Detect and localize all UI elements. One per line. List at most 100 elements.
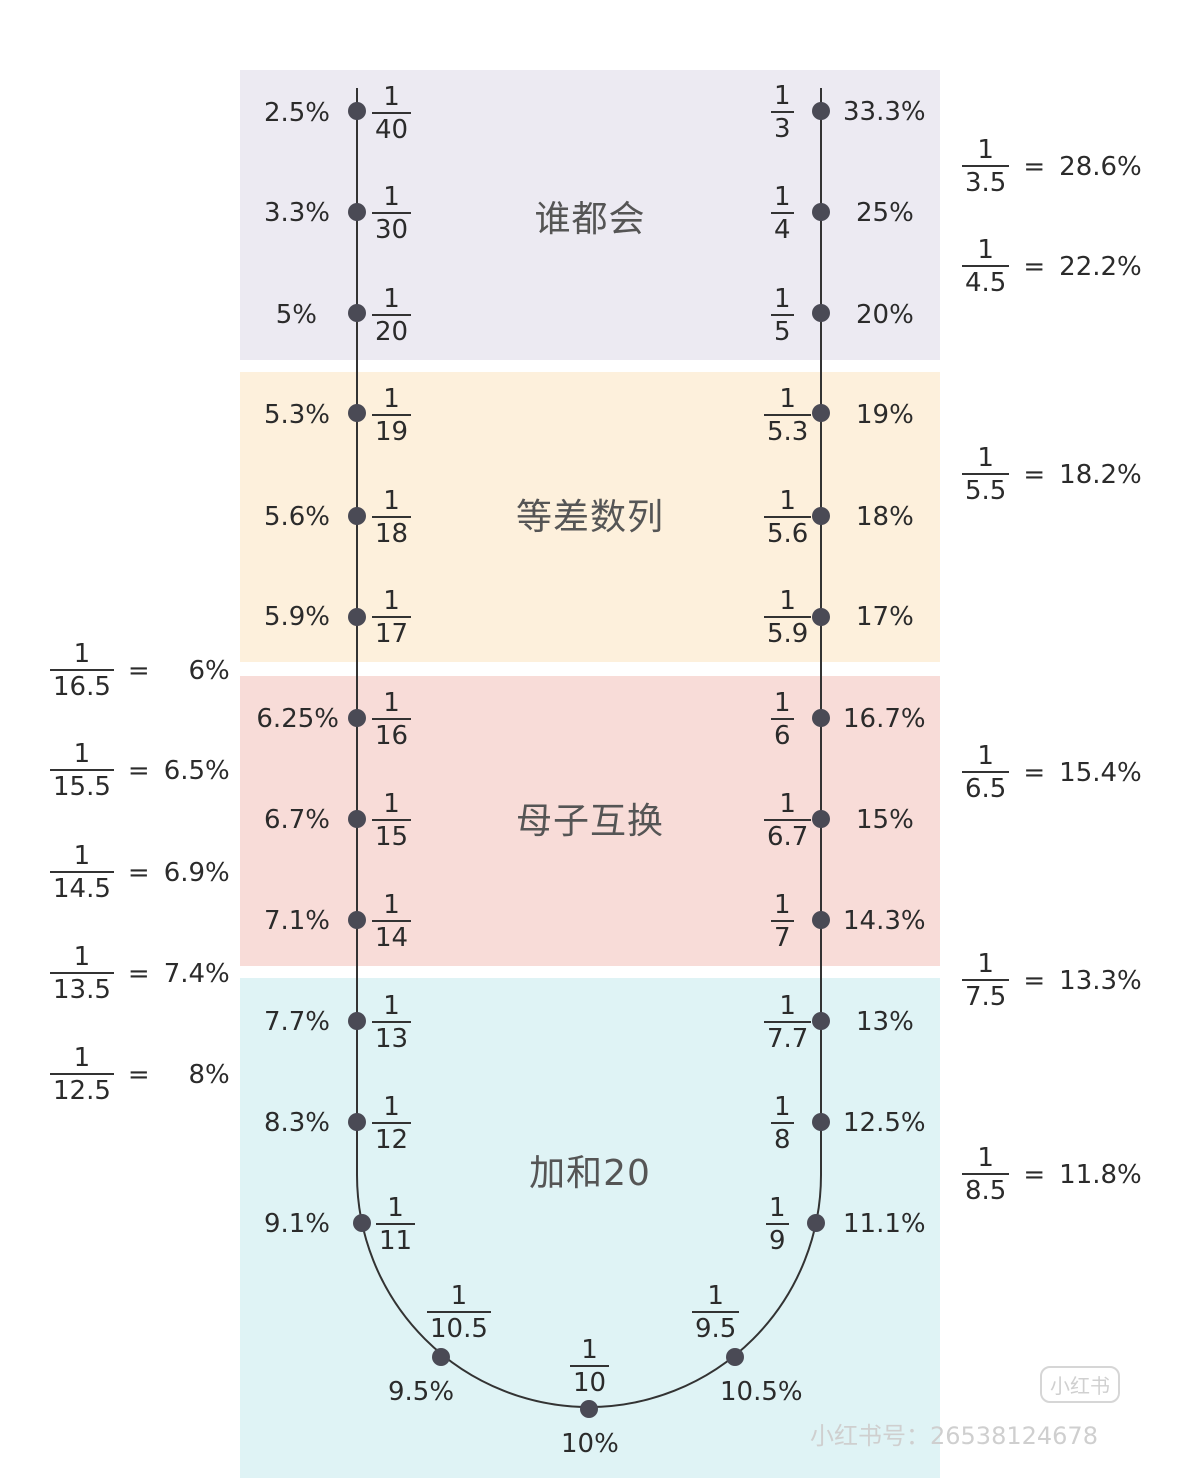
left-extra-3: 1 14.5 = 6.9%: [50, 842, 230, 903]
arc-fraction-3: 1 9.5: [692, 1282, 740, 1343]
marker-dot: [348, 608, 366, 626]
section-label-3: 母子互换: [515, 801, 664, 842]
right-fraction-10: 1 7.7: [764, 992, 812, 1053]
left-fraction-3: 1 20: [372, 285, 412, 346]
left-pct-9: 7.1%: [263, 906, 330, 936]
left-pct-2: 3.3%: [263, 198, 330, 228]
marker-dot: [812, 709, 830, 727]
right-fraction-4: 1 5.3: [764, 385, 812, 446]
arc-fraction-2: 1 10: [570, 1336, 610, 1397]
marker-dot: [812, 810, 830, 828]
marker-dot: [348, 810, 366, 828]
marker-dot: [812, 608, 830, 626]
right-pct-10: 13%: [856, 1007, 914, 1037]
right-pct-2: 25%: [856, 198, 914, 228]
marker-dot: [348, 102, 366, 120]
right-pct-6: 17%: [856, 602, 914, 632]
arc-pct-3: 10.5%: [720, 1377, 803, 1407]
left-pct-1: 2.5%: [263, 98, 330, 128]
left-pct-3: 5%: [275, 300, 317, 330]
left-fraction-5: 1 18: [372, 487, 412, 548]
left-pct-6: 5.9%: [263, 602, 330, 632]
right-pct-1: 33.3%: [843, 97, 926, 127]
marker-dot: [812, 304, 830, 322]
marker-dot: [348, 304, 366, 322]
left-pct-12: 9.1%: [263, 1209, 330, 1239]
right-pct-4: 19%: [856, 400, 914, 430]
marker-dot: [807, 1214, 825, 1232]
marker-dot: [812, 911, 830, 929]
arc-fraction-1: 1 10.5: [427, 1282, 491, 1343]
left-fraction-2: 1 30: [372, 183, 412, 244]
right-pct-3: 20%: [856, 300, 914, 330]
right-fraction-6: 1 5.9: [764, 587, 812, 648]
marker-dot: [812, 102, 830, 120]
left-pct-4: 5.3%: [263, 400, 330, 430]
right-extra-4: 1 6.5 = 15.4%: [962, 742, 1142, 803]
right-extra-1: 1 3.5 = 28.6%: [962, 136, 1142, 197]
right-pct-11: 12.5%: [843, 1108, 926, 1138]
marker-dot: [348, 203, 366, 221]
right-pct-9: 14.3%: [843, 906, 926, 936]
left-fraction-1: 1 40: [372, 83, 412, 144]
left-extra-1: 1 16.5 = 6%: [50, 640, 230, 701]
right-pct-7: 16.7%: [843, 704, 926, 734]
marker-dot: [348, 709, 366, 727]
right-extra-5: 1 7.5 = 13.3%: [962, 950, 1142, 1011]
section-label-2: 等差数列: [515, 497, 664, 538]
left-fraction-9: 1 14: [372, 891, 412, 952]
left-pct-7: 6.25%: [256, 704, 339, 734]
left-extra-5: 1 12.5 = 8%: [50, 1044, 230, 1105]
right-extra-3: 1 5.5 = 18.2%: [962, 444, 1142, 505]
left-fraction-10: 1 13: [372, 992, 412, 1053]
marker-dot: [353, 1214, 371, 1232]
marker-dot: [812, 404, 830, 422]
section-label-1: 谁都会: [534, 199, 646, 240]
right-pct-12: 11.1%: [843, 1209, 926, 1239]
left-fraction-4: 1 19: [372, 385, 412, 446]
left-fraction-12: 1 11: [376, 1194, 416, 1255]
left-fraction-11: 1 12: [372, 1093, 412, 1154]
left-fraction-8: 1 15: [372, 790, 412, 851]
marker-dot: [348, 1113, 366, 1131]
marker-dot: [348, 911, 366, 929]
left-fraction-6: 1 17: [372, 587, 412, 648]
marker-dot: [348, 1012, 366, 1030]
arc-pct-2: 10%: [561, 1429, 619, 1459]
arc-pct-1: 9.5%: [388, 1377, 455, 1407]
left-pct-5: 5.6%: [263, 502, 330, 532]
right-fraction-8: 1 6.7: [764, 790, 812, 851]
marker-dot: [432, 1348, 450, 1366]
left-pct-8: 6.7%: [263, 805, 330, 835]
right-extra-6: 1 8.5 = 11.8%: [962, 1144, 1142, 1205]
marker-dot: [812, 1012, 830, 1030]
marker-dot: [726, 1348, 744, 1366]
left-fraction-7: 1 16: [372, 689, 412, 750]
left-pct-11: 8.3%: [263, 1108, 330, 1138]
marker-dot: [580, 1400, 598, 1418]
left-extra-2: 1 15.5 = 6.5%: [50, 740, 230, 801]
watermark-logo: 小红书: [1040, 1366, 1120, 1403]
left-pct-10: 7.7%: [263, 1007, 330, 1037]
right-extra-2: 1 4.5 = 22.2%: [962, 236, 1142, 297]
watermark-text: 小红书号：26538124678: [810, 1422, 1098, 1450]
right-pct-8: 15%: [856, 805, 914, 835]
left-extra-4: 1 13.5 = 7.4%: [50, 943, 230, 1004]
right-pct-5: 18%: [856, 502, 914, 532]
section-label-4: 加和20: [529, 1153, 651, 1194]
right-fraction-5: 1 5.6: [764, 487, 812, 548]
marker-dot: [812, 1113, 830, 1131]
marker-dot: [812, 203, 830, 221]
marker-dot: [348, 404, 366, 422]
marker-dot: [348, 507, 366, 525]
marker-dot: [812, 507, 830, 525]
